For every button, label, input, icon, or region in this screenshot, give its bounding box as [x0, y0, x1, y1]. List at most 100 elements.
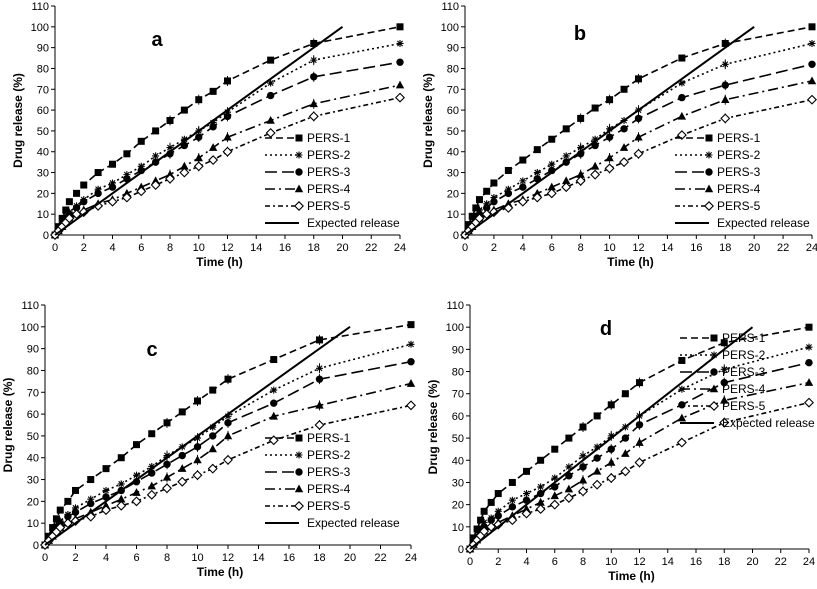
data-point	[576, 170, 585, 178]
data-point	[316, 364, 323, 372]
data-point	[607, 457, 616, 466]
x-tick-label: 14	[250, 242, 262, 254]
data-point	[620, 466, 631, 477]
series-line	[469, 381, 810, 550]
data-point	[551, 445, 559, 453]
y-tick-label: 30	[27, 475, 39, 487]
y-tick-label: 0	[453, 230, 459, 242]
data-point	[146, 489, 157, 500]
data-point	[178, 408, 186, 416]
data-point	[517, 196, 528, 207]
x-axis-label: Time (h)	[608, 569, 654, 583]
data-point	[117, 454, 125, 462]
x-tick-label: 4	[523, 556, 529, 568]
data-point	[407, 358, 415, 366]
x-tick-label: 4	[109, 242, 115, 254]
data-point	[508, 478, 516, 486]
x-tick-label: 16	[690, 242, 702, 254]
data-point	[504, 185, 512, 193]
legend-marker	[709, 401, 719, 411]
series-pers-5	[465, 397, 814, 554]
y-tick-label: 100	[441, 22, 459, 34]
y-tick-label: 60	[452, 411, 464, 423]
data-point	[721, 81, 729, 89]
x-tick-label: 18	[313, 552, 325, 564]
data-point	[523, 490, 530, 498]
data-point	[519, 177, 527, 185]
data-point	[532, 192, 543, 203]
data-point	[575, 175, 586, 186]
x-tick-label: 6	[549, 242, 555, 254]
y-tick-label: 30	[452, 477, 464, 489]
data-point	[720, 113, 731, 124]
data-point	[308, 111, 319, 122]
y-tick-label: 40	[447, 147, 459, 159]
data-point	[123, 171, 131, 179]
data-point	[494, 507, 502, 515]
data-point	[519, 183, 527, 191]
data-point	[578, 475, 588, 484]
legend-marker	[295, 151, 303, 159]
data-point	[550, 491, 559, 500]
data-point	[635, 438, 644, 446]
data-point	[634, 457, 645, 468]
data-point	[177, 476, 188, 487]
data-point	[522, 504, 531, 513]
data-point	[546, 188, 557, 199]
x-tick-label: 6	[138, 242, 144, 254]
data-point	[494, 512, 502, 520]
data-point	[64, 512, 72, 521]
legend-marker	[710, 334, 718, 342]
data-point	[224, 412, 232, 420]
data-point	[87, 499, 95, 508]
legend-entry: PERS-3	[307, 165, 351, 179]
legend-marker	[295, 468, 303, 476]
data-point	[192, 470, 203, 481]
data-point	[395, 80, 405, 89]
data-point	[406, 400, 416, 411]
series-pers-5	[460, 94, 817, 240]
data-point	[561, 182, 572, 193]
data-point	[521, 508, 532, 519]
x-tick-label: 2	[81, 242, 87, 254]
data-point	[269, 411, 278, 420]
data-point	[607, 401, 615, 409]
data-point	[678, 54, 686, 62]
data-point	[223, 454, 233, 465]
x-tick-label: 8	[578, 242, 584, 254]
data-point	[805, 358, 813, 367]
y-axis-label: Drug release (%)	[426, 380, 440, 475]
y-tick-label: 20	[27, 496, 39, 508]
data-point	[310, 73, 318, 81]
data-point	[266, 91, 275, 100]
x-tick-label: 20	[336, 242, 348, 254]
series-pers-1	[41, 321, 415, 549]
data-point	[508, 503, 517, 511]
data-point	[315, 375, 324, 383]
y-tick-label: 100	[31, 22, 49, 34]
x-tick-label: 10	[605, 556, 617, 568]
data-point	[564, 484, 574, 493]
data-point	[72, 204, 81, 212]
data-point	[533, 169, 541, 177]
data-point	[224, 419, 232, 427]
data-point	[150, 180, 161, 191]
data-point	[604, 163, 615, 174]
data-point	[493, 519, 504, 530]
data-point	[193, 455, 202, 464]
data-point	[537, 456, 545, 464]
x-tick-label: 16	[279, 242, 291, 254]
data-point	[678, 93, 686, 102]
data-point	[131, 496, 142, 507]
x-tick-label: 16	[283, 552, 295, 564]
data-point	[133, 471, 140, 479]
data-point	[468, 212, 476, 220]
data-point	[486, 521, 497, 532]
data-point	[490, 197, 498, 206]
data-point	[807, 94, 817, 105]
data-point	[180, 161, 189, 170]
y-tick-label: 10	[447, 209, 459, 221]
data-point	[490, 179, 498, 187]
data-point	[480, 507, 488, 515]
